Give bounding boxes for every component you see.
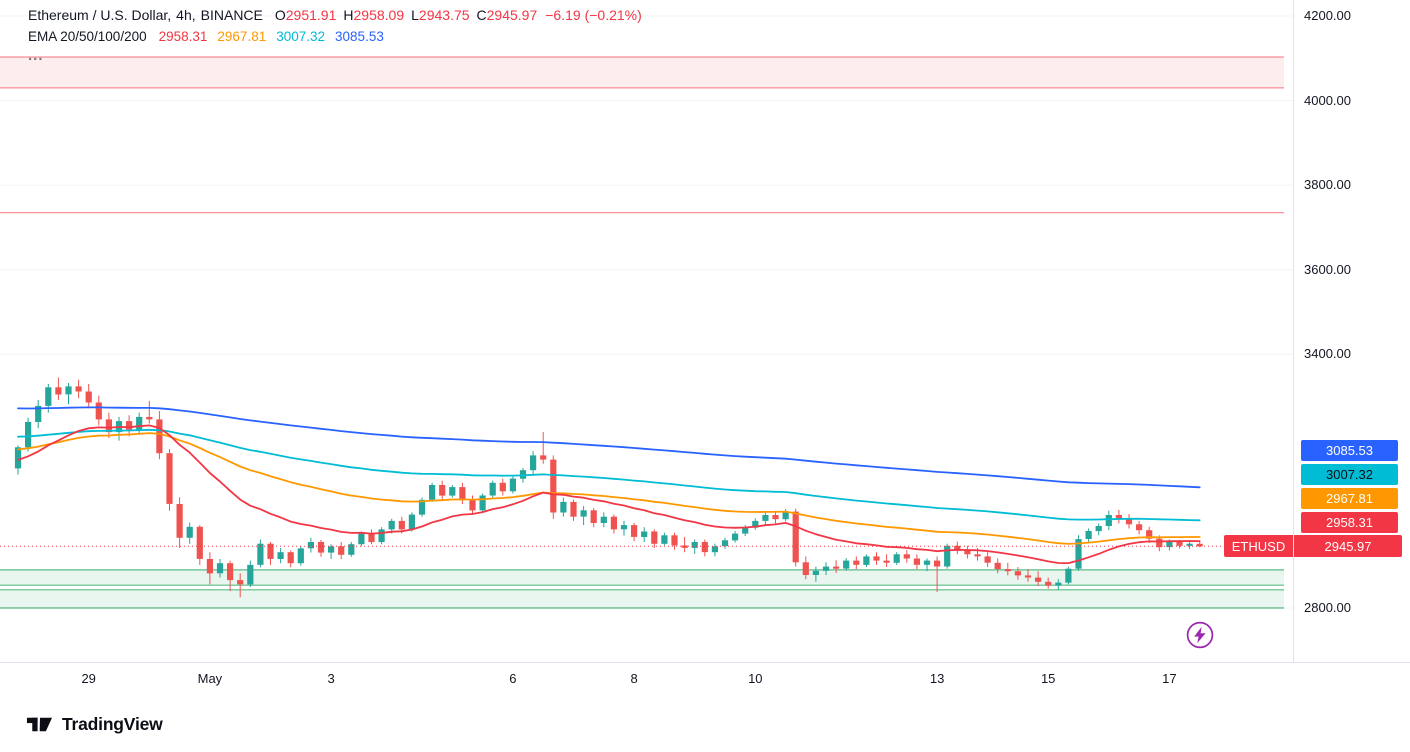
price-axis[interactable]: 4200.00 4000.00 3800.00 3600.00 3400.00 2800.… (1293, 0, 1410, 695)
time-tick-label: 29 (81, 671, 96, 686)
ema-price-label: 3007.32 (1301, 463, 1398, 485)
tradingview-logo-icon (26, 717, 53, 732)
open-letter: O (274, 7, 286, 23)
price-tick-label: 3400.00 (1304, 346, 1351, 362)
tradingview-wordmark: TradingView (62, 714, 163, 734)
high-value: 2958.09 (353, 7, 405, 23)
low-letter: L (411, 7, 419, 23)
price-change: −6.19 (−0.21%) (545, 7, 642, 23)
symbol-name[interactable]: Ethereum / U.S. Dollar, (28, 7, 172, 23)
ohlc-low: L2943.75 (411, 7, 469, 23)
low-value: 2943.75 (418, 7, 470, 23)
time-tick-label: 15 (1040, 671, 1056, 686)
time-tick-label: 3 (327, 671, 335, 686)
ohlc-open: O2951.91 (275, 7, 337, 23)
ohlc-high: H2958.09 (343, 7, 404, 23)
current-price-value: 2945.97 (1294, 535, 1402, 558)
current-price-label: ETHUSD 2945.97 (1224, 535, 1402, 558)
exchange-label[interactable]: BINANCE (200, 7, 263, 23)
chart-pane[interactable]: Ethereum / U.S. Dollar, 4h, BINANCE O295… (0, 0, 1293, 662)
ema-legend-value: 2958.31 (158, 29, 208, 44)
time-tick-label: May (197, 671, 223, 686)
ohlc-close: C2945.97 (477, 7, 538, 23)
price-tick-label: 4200.00 (1304, 8, 1351, 23)
time-tick-label: 13 (929, 671, 945, 686)
interval-label[interactable]: 4h, (176, 7, 196, 23)
chart-legend: Ethereum / U.S. Dollar, 4h, BINANCE O295… (28, 7, 642, 64)
ema-price-label: 3085.53 (1301, 439, 1398, 461)
ema-legend-value: 3007.32 (276, 29, 326, 44)
ema-legend-value: 3085.53 (335, 29, 384, 44)
ema-values: 2958.31 2967.81 3007.32 3085.53 (159, 29, 394, 44)
lightning-bolt-icon (1186, 621, 1214, 649)
time-axis[interactable]: 29 May 3 6 8 10 13 15 17 (0, 662, 1410, 695)
high-letter: H (343, 7, 354, 23)
ema-price-label: 2958.31 (1301, 511, 1398, 533)
ema-price-label: 2967.81 (1301, 487, 1398, 509)
tradingview-attribution[interactable]: TradingView (26, 711, 163, 738)
symbol-legend-row: Ethereum / U.S. Dollar, 4h, BINANCE O295… (28, 7, 642, 23)
price-chart-canvas[interactable] (0, 0, 1293, 662)
time-tick-label: 8 (630, 671, 638, 686)
close-letter: C (476, 7, 487, 23)
ema-legend-value: 2967.81 (217, 29, 267, 44)
time-tick-label: 17 (1162, 671, 1177, 686)
price-tick-label: 3600.00 (1304, 261, 1351, 277)
close-value: 2945.97 (486, 7, 538, 23)
ema-indicator-title[interactable]: EMA 20/50/100/200 (28, 29, 147, 44)
price-tick-label: 2800.00 (1304, 600, 1351, 615)
open-value: 2951.91 (285, 7, 337, 23)
price-tick-label: 4000.00 (1304, 92, 1351, 108)
quick-trade-bolt-button[interactable] (1185, 620, 1215, 650)
legend-more-button[interactable]: ... (28, 47, 44, 64)
price-tick-label: 3800.00 (1304, 177, 1351, 193)
time-tick-label: 6 (509, 671, 517, 686)
symbol-ticker-badge: ETHUSD (1224, 535, 1293, 558)
ema-legend-row: EMA 20/50/100/200 2958.31 2967.81 3007.32 3… (28, 29, 642, 44)
time-tick-label: 10 (748, 671, 763, 686)
